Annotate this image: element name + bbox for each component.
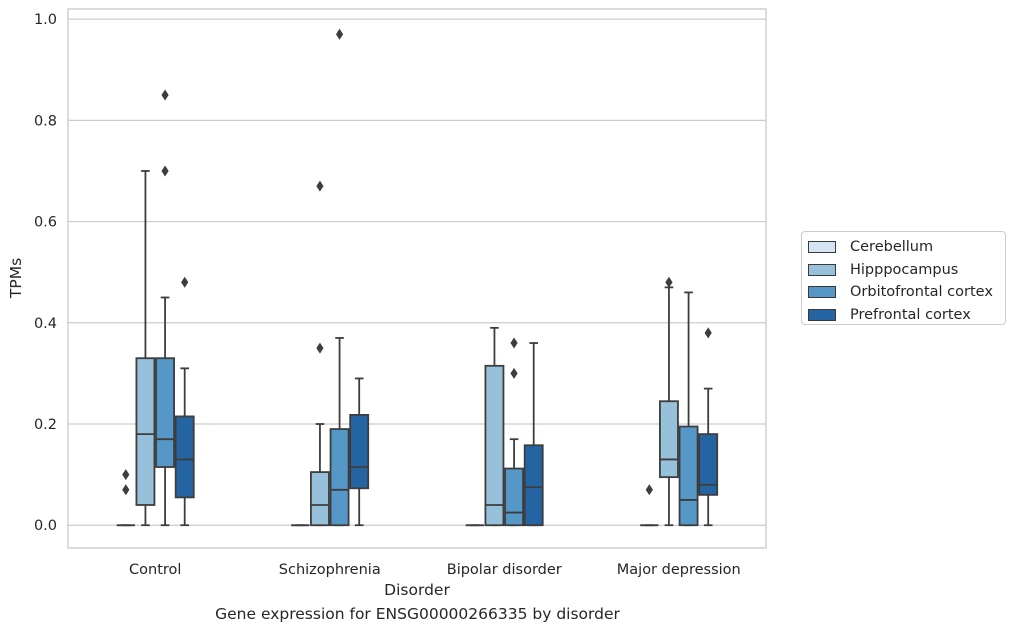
x-tick-label: Schizophrenia	[279, 562, 381, 578]
y-tick-label: 0.8	[34, 113, 57, 129]
category-group	[640, 276, 719, 527]
outlier-point	[161, 89, 169, 101]
x-tick-labels: Control Schizophrenia Bipolar disorder Majo…	[129, 562, 741, 578]
plot-frame	[67, 8, 767, 549]
box-iqr	[349, 413, 370, 490]
figure-caption: Gene expression for ENSG00000266335 by d…	[215, 605, 620, 623]
outlier-point	[122, 469, 130, 481]
category-group	[465, 326, 544, 527]
box-iqr	[155, 357, 175, 468]
outlier-point	[510, 367, 518, 379]
box-iqr	[504, 467, 524, 527]
box-iqr	[310, 471, 330, 527]
x-axis-title: Disorder	[384, 581, 450, 599]
legend-swatch	[808, 263, 836, 276]
box-iqr	[698, 433, 719, 496]
outlier-point	[335, 28, 344, 40]
x-tick-label: Bipolar disorder	[447, 562, 562, 578]
box-iqr	[329, 428, 350, 527]
outlier-point	[665, 276, 673, 288]
legend-item: Prefrontal cortex	[808, 304, 1005, 327]
legend-label: Prefrontal cortex	[850, 306, 971, 323]
box-iqr	[135, 357, 156, 506]
legend-label: Orbitofrontal cortex	[850, 284, 993, 301]
outlier-point	[316, 342, 324, 354]
outlier-point	[645, 484, 653, 496]
legend: Cerebellum Hipppocampus Orbitofrontal cort…	[801, 231, 1006, 325]
x-tick-label: Major depression	[617, 562, 741, 578]
category-group	[291, 28, 370, 527]
y-tick-label: 0.4	[34, 316, 57, 332]
outlier-point	[510, 337, 518, 349]
box-iqr	[523, 444, 544, 527]
category-group	[116, 89, 195, 527]
y-tick-label: 1.0	[34, 12, 57, 28]
outlier-point	[161, 165, 169, 177]
y-tick-labels: 0.0 0.2 0.4 0.6 0.8 1.0	[34, 12, 57, 534]
outlier-point	[316, 180, 324, 192]
y-tick-label: 0.6	[34, 215, 57, 231]
legend-item: Orbitofrontal cortex	[808, 281, 1005, 304]
outlier-point	[704, 327, 712, 339]
legend-item: Cerebellum	[808, 236, 1005, 259]
box-iqr	[484, 364, 505, 527]
box-iqr	[659, 400, 679, 479]
legend-label: Cerebellum	[850, 239, 934, 256]
y-tick-label: 0.2	[34, 417, 57, 433]
box-iqr	[678, 425, 699, 527]
legend-item: Hipppocampus	[808, 259, 1005, 282]
box-iqr	[174, 415, 195, 499]
legend-swatch	[808, 286, 836, 299]
outlier-point	[122, 484, 130, 496]
outlier-point	[181, 276, 189, 288]
y-tick-label: 0.0	[34, 518, 57, 534]
box-groups	[116, 28, 719, 527]
legend-swatch	[808, 308, 836, 321]
x-tick-label: Control	[129, 562, 181, 578]
legend-label: Hipppocampus	[850, 261, 959, 278]
y-axis-title: TPMs	[7, 258, 25, 299]
legend-swatch	[808, 241, 836, 254]
